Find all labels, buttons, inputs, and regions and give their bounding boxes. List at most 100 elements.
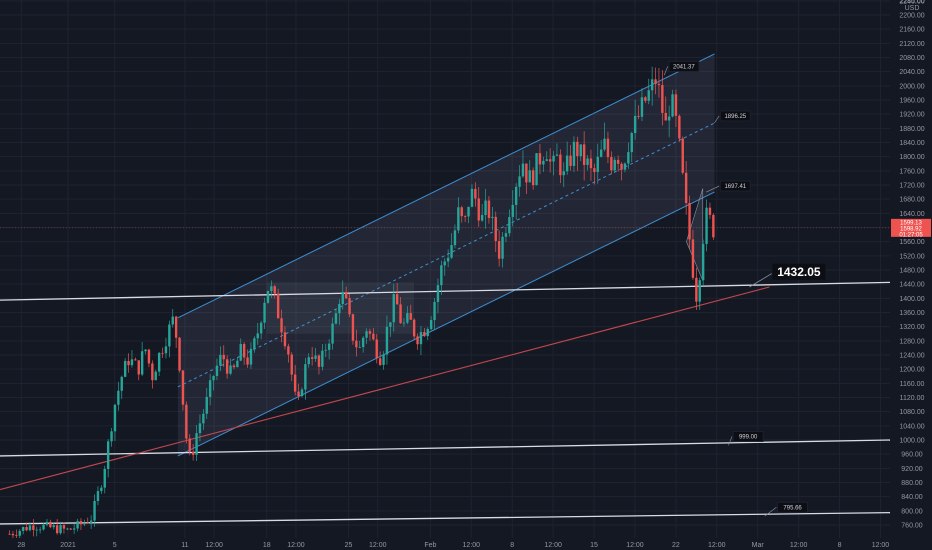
- price-tick-label: 2160.00: [899, 27, 924, 34]
- time-axis-bg: [0, 538, 932, 550]
- candle-body: [562, 171, 565, 176]
- price-tick-label: 1720.00: [899, 183, 924, 190]
- candle-body: [304, 364, 307, 390]
- candle-body: [501, 236, 504, 259]
- price-tick-label: 1680.00: [899, 197, 924, 204]
- candle-body: [654, 79, 657, 84]
- channel-top-label-box: [668, 60, 700, 72]
- candle-body: [552, 155, 555, 162]
- price-axis-top: 2281.00: [899, 0, 924, 5]
- candle-body: [202, 413, 205, 424]
- candle-body: [463, 216, 467, 217]
- last-price-value: 1599.13: [900, 220, 922, 226]
- candle-body: [123, 360, 127, 377]
- candle-body: [266, 290, 270, 303]
- callout-pointer: [706, 185, 720, 193]
- candle-body: [576, 141, 579, 157]
- price-tick-label: 1440.00: [899, 282, 924, 289]
- candle-body: [327, 343, 331, 350]
- candle-body: [290, 354, 293, 375]
- channel-bottom-label: 1697.41: [724, 184, 746, 190]
- candle-body: [127, 360, 130, 366]
- triangle-pattern: [686, 188, 704, 281]
- candle-body: [477, 198, 480, 221]
- candle-body: [521, 163, 525, 177]
- price-tick-label: 1200.00: [899, 367, 924, 374]
- grid: [0, 0, 890, 538]
- time-tick-label: Mar: [752, 542, 765, 549]
- candle-body: [378, 358, 382, 365]
- candle-body: [647, 90, 650, 101]
- price-tick-label: 1240.00: [899, 353, 924, 360]
- candle-body: [409, 313, 412, 320]
- candle-body: [708, 207, 712, 215]
- candle-body: [15, 535, 18, 537]
- candle-body: [76, 521, 79, 529]
- candle-body: [96, 491, 100, 502]
- price-tick-label: 1320.00: [899, 324, 924, 331]
- candle-body: [191, 451, 195, 455]
- candle-body: [293, 374, 297, 392]
- candle-body: [242, 344, 246, 358]
- candle-body: [355, 340, 358, 348]
- candle-body: [389, 322, 392, 327]
- callout-pointer: [728, 436, 733, 446]
- candle-body: [168, 324, 171, 347]
- time-tick-label: 15: [590, 542, 598, 549]
- candle-body: [589, 158, 593, 169]
- candle-body: [429, 320, 433, 329]
- candle-body: [222, 354, 225, 360]
- candle-body: [712, 214, 715, 238]
- level-999-label: 999.00: [739, 434, 758, 440]
- candle-body: [140, 351, 144, 375]
- time-tick-label: 12:00: [626, 542, 644, 549]
- price-tick-label: 2120.00: [899, 41, 924, 48]
- candle-body: [365, 331, 368, 338]
- candle-body: [49, 521, 52, 528]
- candle-body: [555, 154, 559, 156]
- candle-body: [283, 332, 287, 347]
- time-tick-label: 12:00: [463, 542, 481, 549]
- candle-body: [55, 525, 59, 534]
- price-tick-label: 1960.00: [899, 98, 924, 105]
- candle-body: [457, 207, 460, 231]
- candle-body: [633, 115, 637, 134]
- price-tick-label: 840.00: [901, 494, 923, 501]
- candle-body: [11, 533, 15, 536]
- price-tick-label: 1000.00: [899, 438, 924, 445]
- time-tick-label: 12:00: [369, 542, 387, 549]
- channel-mid-label: 1896.25: [724, 114, 746, 120]
- candle-body: [314, 355, 317, 359]
- price-tick-label: 1560.00: [899, 239, 924, 246]
- currency-label: USD: [905, 5, 920, 12]
- support-label: 1432.05: [777, 265, 821, 279]
- time-tick-label: 12:00: [287, 542, 305, 549]
- candle-body: [253, 338, 256, 349]
- candle-body: [508, 217, 511, 234]
- time-axis[interactable]: 28 2021 5 11 12:00 18 12:00 25 12:00 Feb 12:00 8 12:…: [0, 538, 932, 550]
- candle-body: [494, 216, 497, 242]
- candle-body: [453, 230, 457, 246]
- time-tick-label: 2021: [60, 542, 76, 549]
- time-tick-label: 28: [17, 542, 25, 549]
- candle-body: [25, 527, 28, 531]
- candle-body: [671, 94, 674, 117]
- price-tick-label: 2000.00: [899, 83, 924, 90]
- time-tick-label: 12:00: [205, 542, 223, 549]
- price-tick-label: 1160.00: [900, 381, 925, 388]
- price-tick-label: 1760.00: [899, 168, 924, 175]
- candle-body: [134, 359, 137, 361]
- candle-body: [79, 521, 83, 525]
- candle-body: [423, 332, 426, 337]
- candle-body: [259, 322, 263, 334]
- candle-body: [620, 163, 623, 170]
- level-795-label: 795.66: [783, 505, 802, 511]
- horizontal-levels[interactable]: [0, 227, 891, 525]
- candle-body: [450, 245, 453, 258]
- candle-body: [358, 347, 361, 348]
- candle-body: [681, 138, 684, 173]
- candle-body: [406, 313, 409, 323]
- candle-body: [212, 375, 215, 381]
